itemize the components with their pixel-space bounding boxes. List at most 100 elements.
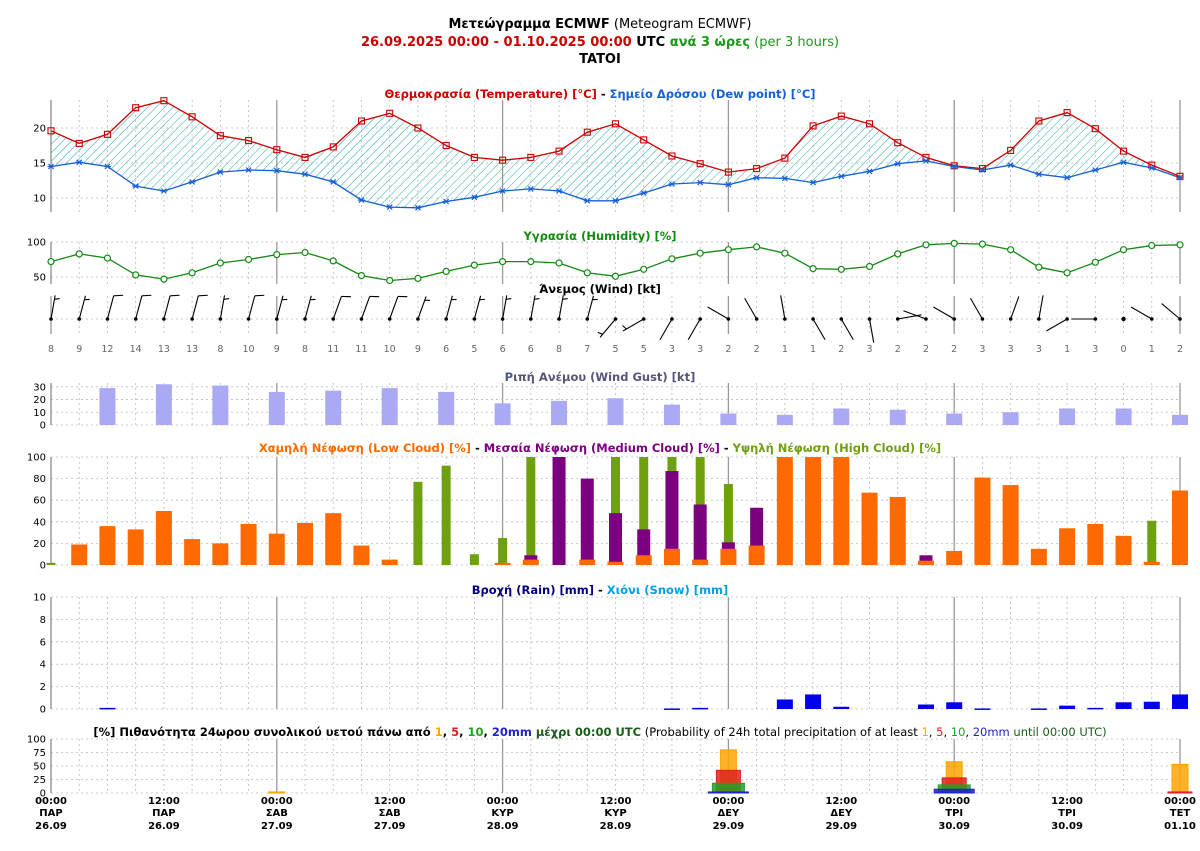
wind-barb	[557, 295, 568, 321]
wind-barb-half-feather	[597, 331, 603, 335]
wind-barb	[133, 294, 152, 321]
medium-cloud-bar	[552, 457, 566, 565]
gust-bar	[776, 414, 793, 425]
time-label: 00:00	[938, 796, 970, 807]
low-cloud-bar	[1002, 485, 1019, 565]
humidity-point	[837, 265, 845, 273]
low-cloud-bar	[1172, 490, 1188, 565]
temperature-ytick: 15	[33, 159, 46, 170]
probability-bar-1mm	[268, 791, 286, 794]
humidity-point	[1035, 263, 1043, 271]
rain-bar	[805, 694, 822, 709]
low-cloud-bar	[381, 559, 398, 565]
gust-bar	[381, 388, 398, 425]
temperature-point	[865, 120, 874, 128]
wind-barb-dot	[275, 317, 279, 321]
wind-barb	[1161, 303, 1182, 321]
wind-barb-feather	[113, 294, 124, 297]
date-label: 27.09	[261, 821, 293, 832]
low-cloud-bar	[184, 539, 201, 565]
medium-cloud-bar	[693, 504, 707, 565]
probability-ytick: 100	[27, 735, 46, 746]
wind-barb	[744, 297, 759, 321]
precipitation-ytick: 4	[40, 660, 46, 671]
dewpoint-point-d2	[330, 178, 337, 185]
humidity-point	[611, 272, 620, 280]
probability-ytick: 75	[33, 748, 46, 759]
wind-barb	[359, 295, 380, 321]
temperature-point	[245, 137, 253, 145]
probability-ytick: 50	[33, 762, 46, 773]
low-cloud-bar	[692, 559, 709, 565]
wind-barb-dot	[726, 317, 731, 321]
dewpoint-point	[922, 157, 930, 164]
probability-title-part-4: ,	[459, 725, 467, 739]
gust-ytick: 10	[33, 408, 46, 419]
wind-speed-label: 2	[895, 344, 901, 355]
dewpoint-point-d2	[217, 169, 224, 176]
precipitation-ytick: 10	[33, 593, 46, 604]
probability-title-part-14: 10	[951, 725, 966, 739]
dewpoint-point-d2	[725, 181, 732, 188]
temperature-point	[527, 153, 535, 161]
wind-barb-dot	[162, 317, 166, 321]
wind-barb	[811, 317, 826, 341]
dewpoint-point-d2	[527, 185, 534, 192]
clouds-title-part-3: -	[720, 441, 733, 455]
wind-barb-dot	[952, 317, 956, 321]
humidity-point	[329, 257, 337, 265]
title-bold: Μετεώγραμμα ECMWF	[448, 17, 610, 32]
wind-barb-staff	[219, 295, 226, 320]
wind-barb-dot	[613, 317, 618, 321]
wind-barb-staff	[332, 296, 342, 320]
clouds-title-part-1: -	[471, 441, 484, 455]
wind-barb-dot	[839, 317, 844, 321]
dewpoint-point-d2	[104, 163, 111, 170]
wind-barb-dot	[1037, 317, 1041, 321]
humidity-point	[668, 255, 676, 263]
gust-bar	[1115, 408, 1132, 425]
dewpoint-point-d2	[1148, 164, 1155, 171]
wind-barb-staff	[1130, 306, 1153, 320]
dewpoint-point	[414, 204, 422, 211]
gust-bar	[325, 390, 342, 425]
temperature-point	[1063, 109, 1071, 117]
dewpoint-point-d2	[160, 188, 167, 194]
rain-bar	[1115, 702, 1132, 709]
low-cloud-bar	[127, 529, 144, 565]
gust-bar	[720, 413, 737, 425]
humidity-point	[75, 250, 83, 258]
wind-barb-staff	[659, 318, 673, 341]
clouds-ytick: 0	[40, 561, 46, 572]
time-label: 12:00	[825, 796, 857, 807]
low-cloud-bar	[99, 526, 116, 565]
wind-speed-label: 2	[923, 344, 929, 355]
high-cloud-bar	[441, 465, 451, 565]
day-label: ΚΥΡ	[604, 808, 626, 819]
wind-speed-label: 12	[101, 344, 113, 355]
probability-ytick: 0	[40, 789, 46, 800]
wind-barb-dot	[980, 317, 985, 321]
temperature-point	[75, 139, 83, 147]
dewpoint-point	[132, 183, 140, 190]
humidity-point	[132, 271, 140, 279]
dewpoint-point	[978, 167, 986, 173]
temperature-point	[809, 122, 817, 130]
wind-barb-staff	[163, 295, 171, 320]
low-cloud-bar	[663, 548, 680, 565]
gust-bar	[155, 384, 172, 425]
temperature-point	[386, 109, 394, 117]
probability-title-part-8: μέχρι 00:00 UTC	[532, 725, 641, 739]
wind-barb-dot	[1178, 317, 1182, 321]
temperature-point	[555, 147, 563, 155]
wind-barb	[780, 295, 787, 321]
wind-barb-half-feather	[505, 298, 512, 300]
dewpoint-point	[75, 159, 83, 166]
dewpoint-point-d2	[866, 168, 873, 175]
medium-cloud-bar	[665, 471, 679, 565]
dewpoint-point	[273, 167, 281, 174]
dewpoint-point-d2	[48, 163, 54, 170]
probability-title-part-7: 20mm	[492, 725, 532, 739]
wind-barb-staff	[248, 295, 256, 320]
wind-barb-dot	[77, 317, 82, 321]
